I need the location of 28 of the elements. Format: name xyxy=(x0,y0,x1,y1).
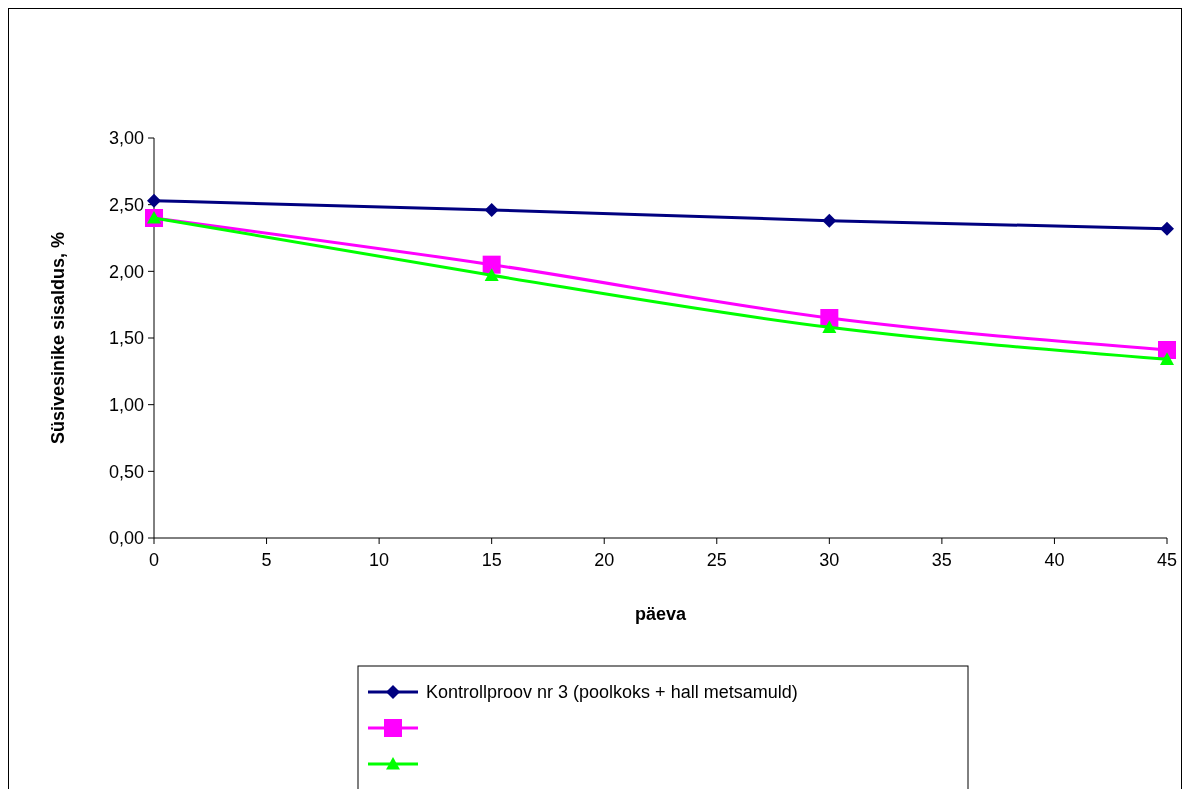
x-tick-label: 40 xyxy=(1044,550,1065,570)
point xyxy=(147,193,161,208)
point xyxy=(484,268,499,281)
legend-label: Kontrollproov nr 3 (poolkoks + hall metsamuld) xyxy=(426,682,798,703)
x-tick-label: 25 xyxy=(706,550,727,570)
x-tick-label: 10 xyxy=(369,550,390,570)
x-tick-label: 20 xyxy=(594,550,615,570)
x-tick-label: 30 xyxy=(819,550,840,570)
y-tick-label: 1,50 xyxy=(108,328,144,349)
point xyxy=(482,255,501,274)
point xyxy=(822,320,837,333)
point xyxy=(822,213,837,228)
y-tick-label: 2,00 xyxy=(108,261,144,282)
x-tick-label: 35 xyxy=(931,550,952,570)
point xyxy=(484,203,499,217)
point xyxy=(1160,221,1174,236)
y-tick-label: 0,00 xyxy=(108,528,144,549)
y-tick-label: 3,00 xyxy=(108,128,144,149)
y-tick-label: 1,00 xyxy=(108,394,144,415)
x-tick-label: 5 xyxy=(261,550,272,570)
y-axis-title: Süsivesinike sisaldus, % xyxy=(48,231,68,445)
x-tick-label: 45 xyxy=(1156,550,1178,570)
x-tick-label: 15 xyxy=(481,550,502,570)
x-tick-label: 0 xyxy=(148,550,160,570)
point xyxy=(1160,352,1174,365)
x-axis-title: päeva xyxy=(634,604,687,624)
y-tick-label: 2,50 xyxy=(108,194,144,215)
y-tick-label: 0,50 xyxy=(108,461,144,482)
